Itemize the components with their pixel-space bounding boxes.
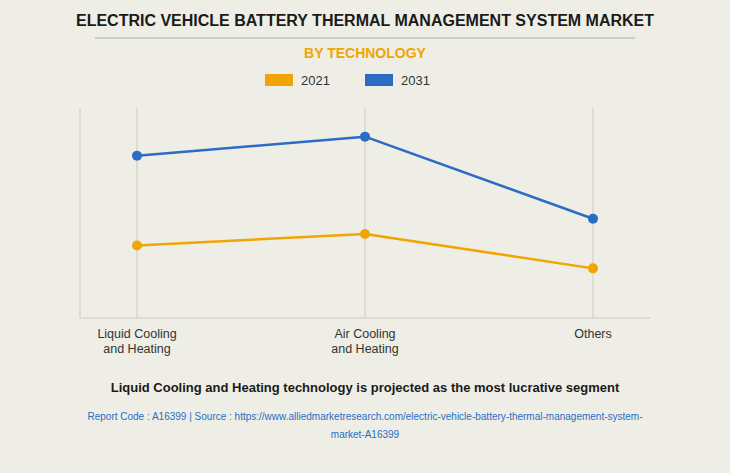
subtitle: BY TECHNOLOGY (304, 45, 427, 61)
series-line (137, 137, 593, 219)
series-point (132, 151, 142, 161)
x-tick-label: Others (574, 327, 612, 341)
series-point (588, 263, 598, 273)
legend: 2021 2031 (265, 73, 430, 88)
series-point (360, 229, 370, 239)
series-point (360, 132, 370, 142)
series-line (137, 234, 593, 268)
grid-line (137, 108, 138, 318)
y-axis-line (80, 108, 81, 318)
footer: Liquid Cooling and Heating technology is… (111, 380, 620, 395)
chart: ELECTRIC VEHICLE BATTERY THERMAL MANAGEM… (0, 0, 730, 473)
legend-label: 2031 (401, 73, 430, 88)
grid-line (593, 108, 594, 318)
title: ELECTRIC VEHICLE BATTERY THERMAL MANAGEM… (76, 12, 654, 29)
x-tick-label: Liquid Coolingand Heating (97, 327, 176, 356)
legend-label: 2021 (301, 73, 330, 88)
marks (132, 132, 598, 274)
series-point (588, 214, 598, 224)
title-rule (95, 38, 635, 39)
background (0, 0, 730, 473)
x-tick-label: Air Coolingand Heating (331, 327, 398, 356)
series-point (132, 240, 142, 250)
source: market-A16399 (331, 429, 400, 440)
legend-swatch (265, 74, 293, 86)
source: Report Code : A16399 | Source : https://… (87, 411, 642, 422)
legend-swatch (365, 74, 393, 86)
